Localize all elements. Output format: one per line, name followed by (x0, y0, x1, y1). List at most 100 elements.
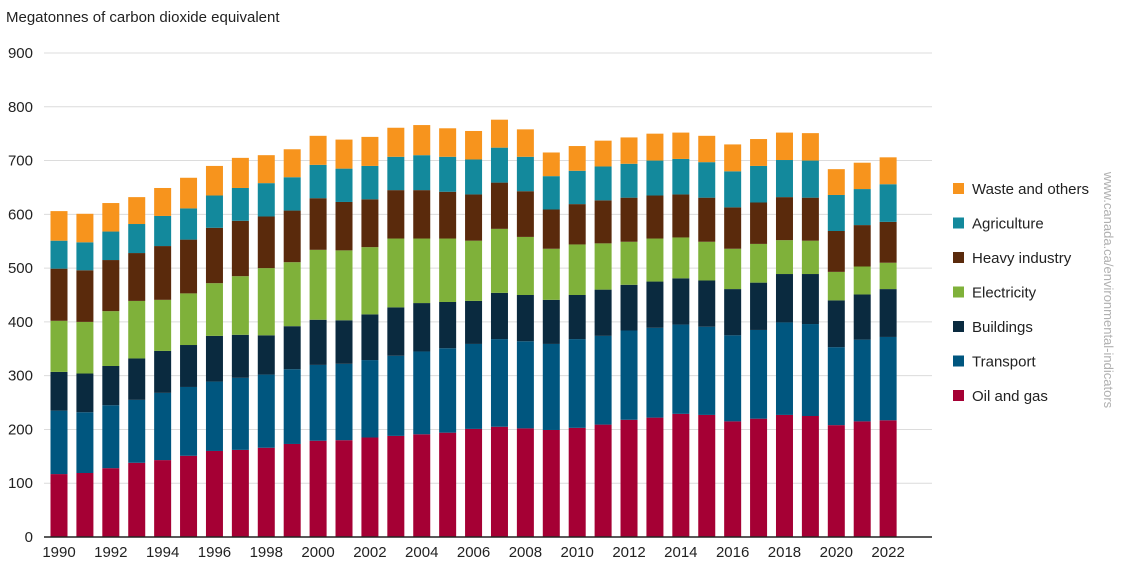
bar-segment (257, 335, 275, 375)
bar-segment (76, 270, 94, 322)
legend-swatch (953, 286, 964, 298)
y-tick-label: 600 (8, 206, 33, 223)
bar-stack-2021 (853, 162, 871, 537)
bar-segment (516, 236, 534, 295)
bar-segment (335, 250, 353, 321)
bar-stack-2006 (465, 130, 483, 537)
bar-segment (698, 241, 716, 281)
bar-segment (102, 468, 120, 537)
legend-label: Agriculture (972, 216, 1044, 233)
bar-segment (205, 195, 223, 228)
bar-stack-2017 (750, 139, 768, 537)
bar-segment (750, 139, 768, 166)
bar-segment (361, 437, 379, 537)
bar-stack-2000 (309, 135, 327, 537)
bar-segment (879, 221, 897, 263)
bar-segment (205, 165, 223, 196)
legend-label: Electricity (972, 285, 1037, 302)
bar-segment (335, 168, 353, 202)
x-tick-label: 2004 (405, 544, 438, 561)
bar-segment (76, 373, 94, 413)
bar-stack-1991 (76, 213, 94, 537)
bar-segment (361, 360, 379, 438)
bar-segment (594, 424, 612, 537)
bar-segment (128, 224, 146, 254)
bar-segment (413, 238, 431, 304)
bar-stack-2007 (490, 119, 508, 537)
bar-segment (646, 133, 664, 161)
bar-segment (257, 268, 275, 336)
bar-segment (76, 412, 94, 474)
bar-segment (594, 166, 612, 201)
bar-segment (827, 231, 845, 272)
bar-segment (387, 156, 405, 191)
bar-segment (801, 133, 819, 161)
bar-segment (154, 460, 172, 537)
bar-segment (180, 239, 198, 294)
x-tick-label: 2012 (612, 544, 645, 561)
bar-segment (542, 343, 560, 430)
bar-segment (309, 198, 327, 250)
bar-segment (568, 339, 586, 428)
bar-stack-2002 (361, 136, 379, 537)
bar-segment (180, 293, 198, 346)
bar-segment (413, 125, 431, 156)
bar-segment (490, 292, 508, 340)
bar-segment (283, 149, 301, 178)
bar-segment (231, 220, 249, 277)
bar-segment (439, 238, 457, 302)
bar-segment (231, 157, 249, 188)
bar-segment (257, 183, 275, 217)
bar-segment (879, 184, 897, 222)
bar-segment (879, 262, 897, 290)
bar-segment (542, 152, 560, 177)
bar-segment (180, 345, 198, 387)
bar-segment (724, 248, 742, 290)
bar-segment (750, 202, 768, 244)
legend-item: Waste and others (953, 181, 1089, 198)
bar-stack-1996 (205, 165, 223, 537)
bar-segment (102, 231, 120, 261)
bar-segment (750, 243, 768, 283)
bar-stack-2016 (724, 144, 742, 537)
bar-segment (413, 434, 431, 537)
bar-segment (180, 455, 198, 537)
bar-segment (620, 137, 638, 164)
bar-stack-2005 (439, 128, 457, 537)
bar-segment (594, 243, 612, 290)
bar-segment (542, 248, 560, 300)
bar-segment (335, 363, 353, 441)
bar-segment (309, 249, 327, 320)
bar-stack-1992 (102, 203, 120, 537)
bar-segment (516, 341, 534, 429)
bar-stack-2018 (775, 132, 793, 537)
legend: Waste and others Agriculture Heavy industr… (953, 181, 1089, 405)
bar-segment (698, 162, 716, 198)
x-tick-label: 2016 (716, 544, 749, 561)
bar-segment (257, 374, 275, 448)
x-tick-label: 2014 (664, 544, 697, 561)
bar-segment (154, 350, 172, 393)
bar-segment (439, 301, 457, 349)
bar-segment (646, 281, 664, 328)
bar-segment (465, 300, 483, 344)
bar-segment (309, 364, 327, 441)
legend-swatch (953, 252, 964, 263)
bar-segment (775, 274, 793, 323)
bar-segment (775, 160, 793, 198)
bar-segment (879, 157, 897, 185)
bar-segment (283, 326, 301, 370)
bar-segment (154, 215, 172, 247)
bar-segment (827, 425, 845, 537)
bar-segment (568, 146, 586, 171)
bar-segment (490, 426, 508, 537)
bar-segment (775, 197, 793, 241)
bar-segment (180, 208, 198, 240)
bar-segment (102, 311, 120, 366)
bar-segment (50, 410, 68, 475)
bar-segment (387, 238, 405, 308)
bar-segment (465, 194, 483, 241)
bar-segment (801, 160, 819, 198)
bar-segment (620, 419, 638, 537)
